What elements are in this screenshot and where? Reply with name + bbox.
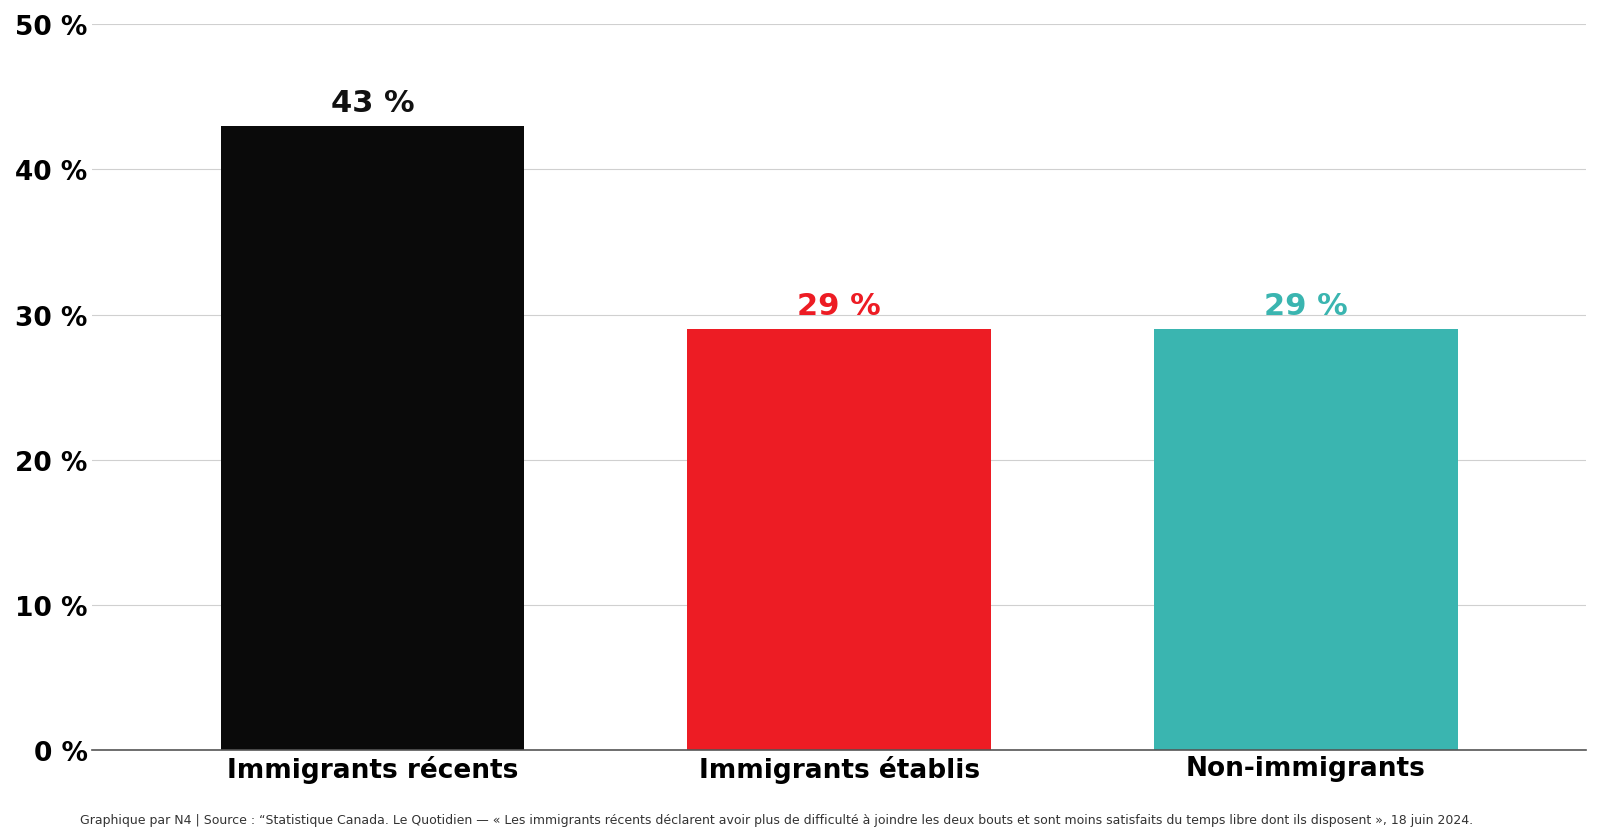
Text: 43 %: 43 % <box>330 89 415 118</box>
Text: 29 %: 29 % <box>1265 292 1348 321</box>
Bar <box>687 329 991 751</box>
Text: Graphique par N4 | Source : “Statistique Canada. Le Quotidien — « Les immigrants: Graphique par N4 | Source : “Statistique… <box>80 813 1473 826</box>
Bar <box>221 126 524 751</box>
Text: 29 %: 29 % <box>797 292 881 321</box>
Bar <box>1154 329 1457 751</box>
